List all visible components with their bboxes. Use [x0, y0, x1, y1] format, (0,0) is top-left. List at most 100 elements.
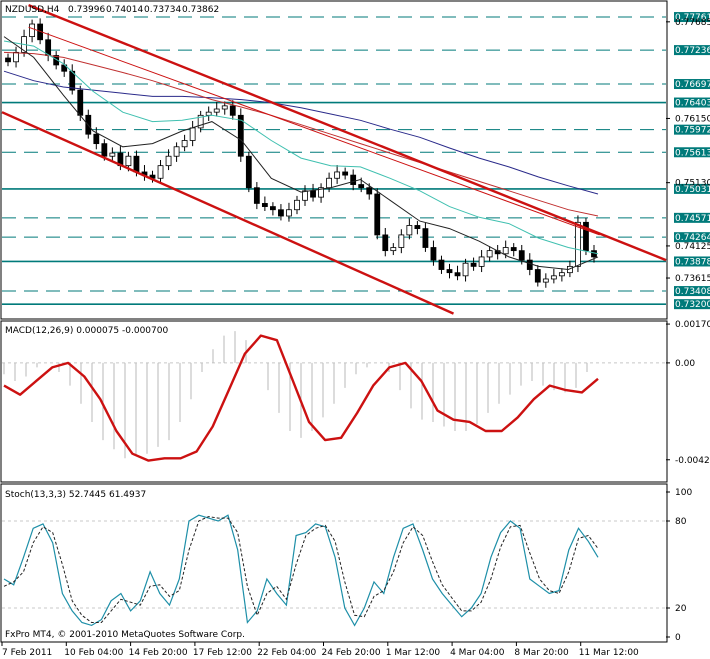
candle-body-47 — [382, 234, 389, 252]
candle-body-38 — [310, 190, 316, 198]
candle-body-35 — [286, 209, 292, 217]
ohlc-high: 0.74014 — [106, 5, 143, 15]
time-tick-6: 1 Mar 12:00 — [386, 648, 441, 658]
time-tick-0: 7 Feb 2011 — [2, 648, 52, 658]
time-tick-8: 8 Mar 20:00 — [514, 648, 569, 658]
candle-body-65 — [526, 259, 533, 270]
stoch-main-line — [3, 514, 599, 627]
candle-body-56 — [454, 272, 461, 277]
candle-body-28 — [229, 105, 236, 116]
candle-body-13 — [109, 152, 116, 157]
price-panel-title: NZDUSD,H4 — [5, 5, 60, 15]
level-tag-8 — [674, 232, 710, 243]
candle-body-36 — [294, 199, 300, 211]
level-tag-3 — [674, 97, 710, 108]
level-label-10: 0.73408 — [675, 287, 710, 297]
channel-line-mid — [28, 26, 600, 236]
candle-body-20 — [165, 155, 172, 167]
time-tick-3: 17 Feb 12:00 — [193, 648, 252, 658]
ohlc-open: 0.73996 — [68, 5, 105, 15]
ohlc-close: 0.73862 — [182, 5, 219, 15]
candle-body-12 — [101, 143, 108, 157]
candle-body-30 — [245, 155, 252, 189]
time-tick-4: 22 Feb 04:00 — [257, 648, 316, 658]
level-tag-4 — [674, 124, 710, 135]
candle-body-66 — [534, 269, 541, 283]
level-label-3: 0.76403 — [675, 99, 710, 109]
time-tick-2: 14 Feb 20:00 — [129, 648, 188, 658]
candle-body-63 — [510, 247, 517, 252]
candle-body-34 — [278, 209, 284, 217]
candle-body-31 — [253, 187, 260, 204]
candle-body-45 — [366, 187, 373, 195]
stoch-panel-title: Stoch(13,3,3) 52.7445 61.4937 — [5, 490, 146, 500]
ma-line-1 — [3, 51, 599, 217]
level-label-9: 0.73878 — [675, 257, 710, 267]
candle-body-60 — [486, 250, 493, 258]
candle-body-52 — [422, 228, 429, 248]
time-tick-7: 4 Mar 04:00 — [450, 648, 505, 658]
level-tag-10 — [674, 286, 710, 297]
time-tick-9: 11 Mar 12:00 — [579, 648, 639, 658]
candle-body-42 — [342, 171, 349, 176]
stoch-panel-frame — [0, 483, 668, 643]
candle-body-37 — [302, 190, 308, 201]
candle-body-27 — [221, 105, 228, 110]
candle-body-16 — [133, 155, 140, 173]
candle-body-72 — [583, 221, 589, 252]
candle-body-57 — [462, 262, 469, 277]
candle-body-67 — [542, 278, 549, 283]
channel-line-lower — [1, 111, 455, 315]
level-label-8: 0.74264 — [675, 233, 710, 243]
level-label-7: 0.74571 — [675, 214, 710, 224]
footer-copyright: FxPro MT4, © 2001-2010 MetaQuotes Softwa… — [5, 630, 245, 640]
level-label-11: 0.73200 — [675, 300, 710, 310]
candle-body-71 — [575, 221, 581, 267]
level-tag-1 — [674, 45, 710, 56]
level-tag-0 — [674, 12, 710, 23]
candle-body-41 — [334, 171, 341, 179]
macd-tick-0: 0.001709 — [675, 320, 710, 330]
time-axis: 7 Feb 2011 10 Feb 04:00 14 Feb 20:00 17 Feb… — [1, 642, 639, 658]
level-label-2: 0.76697 — [675, 80, 710, 90]
ma-line-3 — [3, 36, 599, 271]
candle-body-0 — [5, 57, 11, 63]
level-label-6: 0.75031 — [675, 185, 710, 195]
candle-body-54 — [438, 259, 445, 270]
ma-line-2 — [3, 40, 599, 255]
stoch-signal-line — [3, 516, 599, 623]
macd-tick-2: -0.004265 — [675, 456, 710, 466]
candle-body-55 — [446, 269, 453, 274]
stoch-tick-2: 20 — [675, 604, 687, 614]
candle-body-26 — [213, 108, 220, 113]
time-tick-1: 10 Feb 04:00 — [64, 648, 123, 658]
stoch-tick-1: 80 — [675, 517, 687, 527]
level-label-4: 0.75972 — [675, 126, 710, 136]
candle-body-58 — [470, 262, 477, 267]
price-tick-4: 0.73615 — [675, 274, 710, 284]
candle-body-62 — [502, 247, 509, 255]
candle-body-25 — [205, 111, 212, 116]
candle-body-69 — [558, 272, 565, 277]
candle-body-23 — [189, 127, 196, 141]
ma-line-0 — [3, 70, 599, 195]
macd-panel-frame — [0, 320, 668, 483]
candle-body-39 — [318, 187, 324, 198]
macd-signal-line — [3, 334, 599, 462]
level-tag-5 — [674, 147, 710, 158]
candle-body-11 — [93, 133, 100, 145]
price-tick-3: 0.74125 — [675, 242, 710, 252]
level-tag-2 — [674, 79, 710, 90]
level-tag-7 — [674, 212, 710, 223]
candle-body-46 — [374, 193, 381, 236]
candle-body-44 — [358, 184, 365, 189]
candle-body-43 — [350, 174, 357, 185]
stoch-tick-3: 0 — [675, 633, 681, 643]
time-tick-5: 24 Feb 20:00 — [322, 648, 381, 658]
candle-body-8 — [69, 70, 76, 91]
price-tick-1: 0.76150 — [675, 114, 710, 124]
candle-body-6 — [53, 55, 60, 66]
price-tick-0: 0.77685 — [675, 18, 710, 28]
candle-body-22 — [181, 140, 188, 148]
